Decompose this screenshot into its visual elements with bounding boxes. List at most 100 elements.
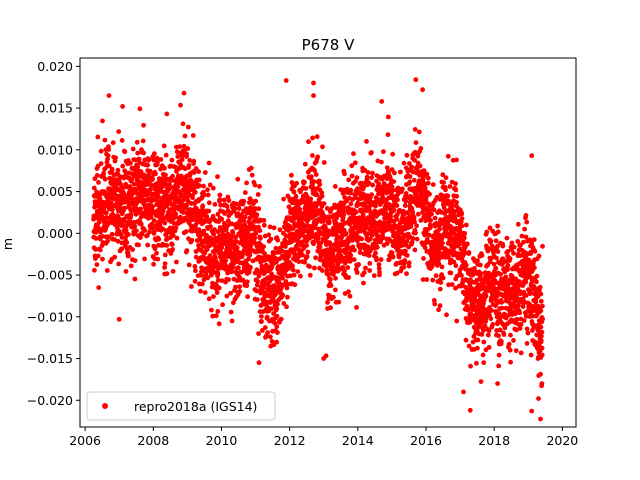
data-point [437, 303, 443, 309]
data-point [517, 326, 523, 331]
data-point [311, 93, 316, 98]
data-point [514, 317, 520, 322]
data-point [233, 234, 239, 240]
data-point [461, 235, 467, 241]
data-point [94, 262, 100, 267]
data-point [315, 154, 321, 160]
data-point [407, 174, 413, 180]
data-point [513, 348, 519, 354]
data-point [198, 288, 203, 294]
data-point [142, 256, 148, 262]
data-point [303, 186, 309, 191]
data-point [177, 144, 183, 150]
data-point [341, 204, 347, 210]
data-point [215, 309, 221, 314]
data-point [257, 217, 263, 223]
data-point [304, 243, 309, 248]
data-point [106, 234, 111, 240]
data-point [261, 284, 267, 290]
data-point [315, 248, 321, 254]
data-point [209, 307, 214, 313]
data-point [256, 331, 261, 336]
data-point [132, 157, 138, 163]
data-point [132, 258, 138, 263]
data-point [336, 299, 342, 305]
data-point [181, 143, 187, 149]
data-point [328, 283, 334, 288]
data-point [156, 194, 161, 200]
data-point [429, 211, 434, 217]
y-tick-label: 0.010 [37, 142, 73, 157]
data-point [296, 259, 302, 264]
data-point [182, 133, 188, 139]
data-point [385, 132, 391, 138]
data-point [286, 266, 292, 271]
data-point [380, 235, 386, 241]
data-point [274, 259, 279, 265]
data-point [192, 189, 198, 195]
data-point [504, 235, 510, 241]
data-point [473, 293, 478, 299]
data-point [477, 262, 483, 268]
data-point [466, 343, 472, 349]
data-point [412, 126, 418, 132]
data-point [102, 137, 108, 143]
data-point [119, 246, 125, 252]
data-point [413, 77, 419, 83]
data-point [281, 196, 286, 202]
data-point [514, 327, 519, 333]
data-point [503, 274, 509, 280]
data-point [478, 379, 484, 384]
data-point [538, 298, 544, 304]
data-point [244, 180, 250, 186]
data-point [533, 339, 538, 345]
data-point [417, 163, 423, 169]
data-point [147, 168, 153, 174]
data-point [444, 312, 449, 318]
data-point [170, 233, 176, 239]
data-point [136, 242, 142, 248]
data-point [441, 180, 446, 185]
data-point [142, 228, 148, 234]
data-point [255, 192, 261, 197]
data-point [261, 244, 266, 250]
data-point [216, 321, 222, 327]
data-point [445, 193, 451, 199]
data-point [379, 159, 384, 165]
data-point [150, 176, 155, 182]
data-point [384, 241, 390, 246]
data-point [425, 180, 431, 186]
data-point [254, 212, 260, 218]
data-point [261, 218, 267, 223]
data-point [313, 255, 318, 261]
data-point [409, 239, 415, 245]
data-point [256, 206, 262, 212]
data-point [183, 229, 189, 235]
data-point [225, 194, 231, 200]
data-point [230, 264, 236, 270]
data-point [478, 271, 484, 276]
data-point [518, 242, 523, 248]
data-point [145, 162, 151, 168]
data-point [332, 184, 338, 189]
data-point [298, 273, 303, 279]
data-point [479, 253, 485, 258]
data-point [317, 182, 323, 187]
legend: repro2018a (IGS14) [86, 391, 276, 421]
data-point [361, 280, 366, 286]
data-point [376, 266, 382, 271]
data-point [106, 93, 112, 98]
data-point [115, 167, 121, 173]
data-point [430, 182, 436, 188]
data-point [122, 205, 127, 211]
data-point [93, 236, 99, 241]
data-point [110, 140, 116, 146]
data-point [200, 244, 206, 249]
data-point [375, 234, 381, 239]
data-point [376, 262, 382, 267]
data-point [256, 224, 261, 230]
data-point [309, 229, 315, 235]
data-point [410, 236, 416, 241]
data-point [133, 228, 139, 234]
y-tick-label: −0.005 [27, 268, 73, 283]
